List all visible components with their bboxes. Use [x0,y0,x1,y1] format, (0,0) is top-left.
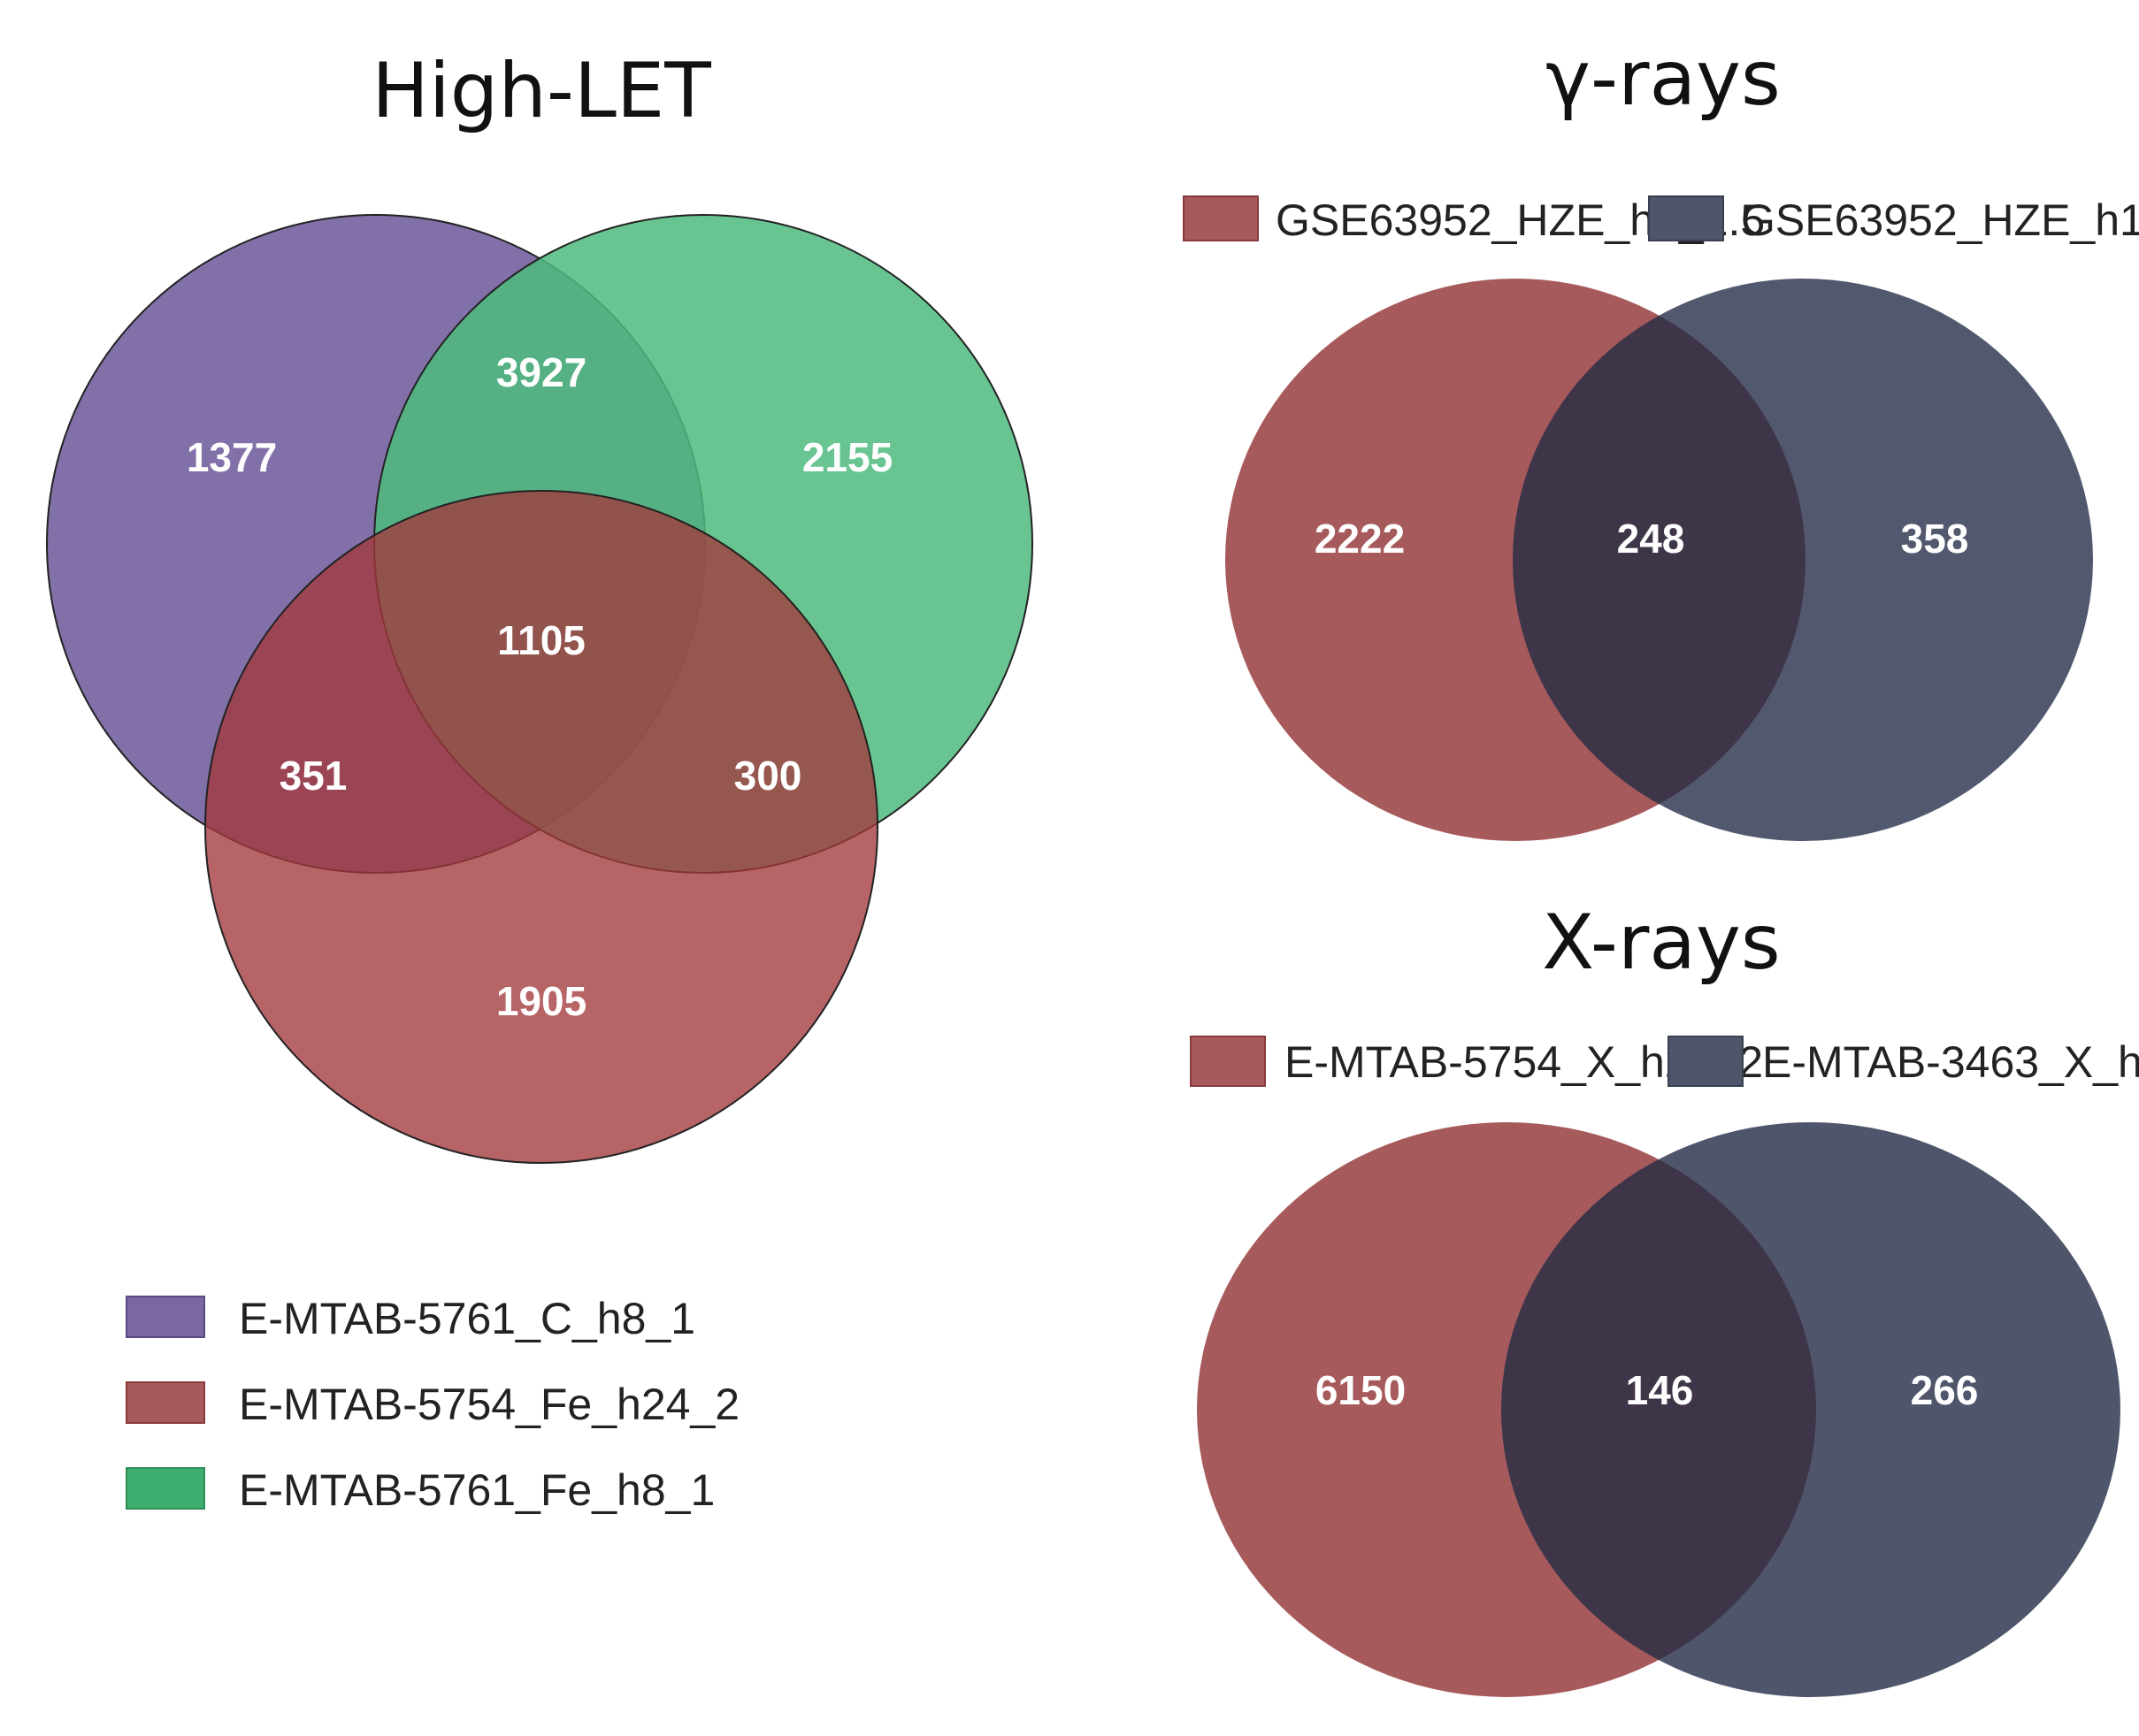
legend-swatch-red [1190,1036,1266,1087]
legend-label-fe-h24: E-MTAB-5754_Fe_h24_2 [239,1380,740,1429]
x-rays-legend: E-MTAB-5754_X_h24_2 E-MTAB-3463_X_h8_1 [1190,1036,2139,1087]
legend-label-c-h8: E-MTAB-5761_C_h8_1 [239,1294,695,1343]
high-let-count-green-only: 2155 [802,434,893,480]
high-let-circle-red [204,490,878,1164]
gamma-rays-count-right-only: 358 [1901,516,1969,562]
gamma-rays-count-overlap: 248 [1617,516,1685,562]
legend-swatch-slate [1668,1036,1744,1087]
gamma-rays-count-left-only: 2222 [1315,516,1405,562]
high-let-count-green-red: 300 [734,753,802,799]
high-let-legend: E-MTAB-5761_C_h8_1 E-MTAB-5754_Fe_h24_2 … [126,1294,740,1515]
x-rays-title: X-rays [1542,899,1780,987]
x-rays-panel: X-rays E-MTAB-5754_X_h24_2 E-MTAB-3463_X… [1190,899,2139,1697]
legend-label-fe-h8: E-MTAB-5761_Fe_h8_1 [239,1465,715,1515]
legend-label-hze-h1: GSE63952_HZE_h1_1.5 [1741,195,2139,245]
high-let-count-all-three: 1105 [497,617,586,663]
x-rays-overlap [1501,1122,1816,1697]
legend-swatch-green [126,1467,205,1510]
high-let-panel: High-LET 1377 3927 2155 1105 351 300 190… [46,47,1033,1515]
high-let-count-purple-green: 3927 [496,349,586,395]
legend-swatch-purple [126,1296,205,1338]
legend-swatch-red [1183,195,1259,241]
legend-swatch-red [126,1381,205,1424]
gamma-rays-overlap [1513,279,1806,841]
legend-label-x-h8: E-MTAB-3463_X_h8_1 [1762,1037,2139,1087]
gamma-rays-panel: γ-rays GSE63952_HZE_h2_1.5 GSE63952_HZE_… [1183,34,2139,841]
high-let-count-red-only: 1905 [496,978,586,1024]
x-rays-count-right-only: 266 [1911,1367,1979,1413]
x-rays-count-overlap: 146 [1626,1367,1694,1413]
high-let-title: High-LET [372,47,711,135]
high-let-count-purple-only: 1377 [187,434,277,480]
gamma-rays-legend: GSE63952_HZE_h2_1.5 GSE63952_HZE_h1_1.5 [1183,195,2139,245]
x-rays-count-left-only: 6150 [1315,1367,1406,1413]
gamma-rays-title: γ-rays [1545,34,1781,123]
legend-swatch-slate [1648,195,1724,241]
high-let-count-purple-red: 351 [280,753,348,799]
